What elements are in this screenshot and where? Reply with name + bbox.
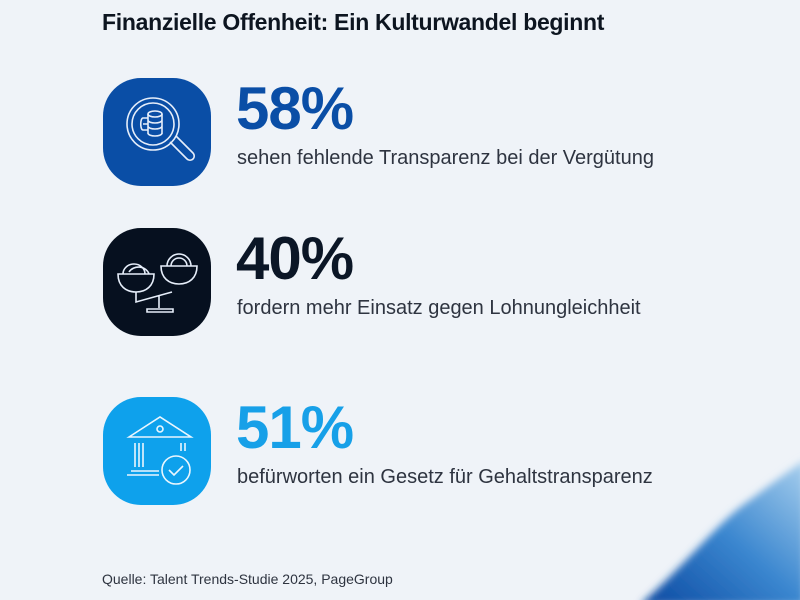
stat-description: sehen fehlende Transparenz bei der Vergü… bbox=[237, 147, 654, 169]
stat-pay-equity: 40% fordern mehr Einsatz gegen Lohnungle… bbox=[103, 225, 743, 336]
page-title: Finanzielle Offenheit: Ein Kulturwandel … bbox=[102, 9, 605, 35]
source-note: Quelle: Talent Trends-Studie 2025, PageG… bbox=[102, 571, 393, 587]
corner-decoration bbox=[645, 463, 800, 600]
stat-pay-law: 51% befürworten ein Gesetz für Gehaltstr… bbox=[103, 394, 743, 505]
stat-description: fordern mehr Einsatz gegen Lohnungleichh… bbox=[237, 297, 641, 319]
stat-transparency: 58% sehen fehlende Transparenz bei der V… bbox=[103, 75, 743, 186]
scale-coins-icon bbox=[103, 228, 211, 336]
stat-value: 40% bbox=[236, 225, 354, 292]
bank-check-icon bbox=[103, 397, 211, 505]
stat-value: 51% bbox=[236, 394, 354, 461]
magnifier-coins-icon bbox=[103, 78, 211, 186]
stat-value: 58% bbox=[236, 75, 354, 142]
stat-description: befürworten ein Gesetz für Gehaltstransp… bbox=[237, 466, 653, 488]
